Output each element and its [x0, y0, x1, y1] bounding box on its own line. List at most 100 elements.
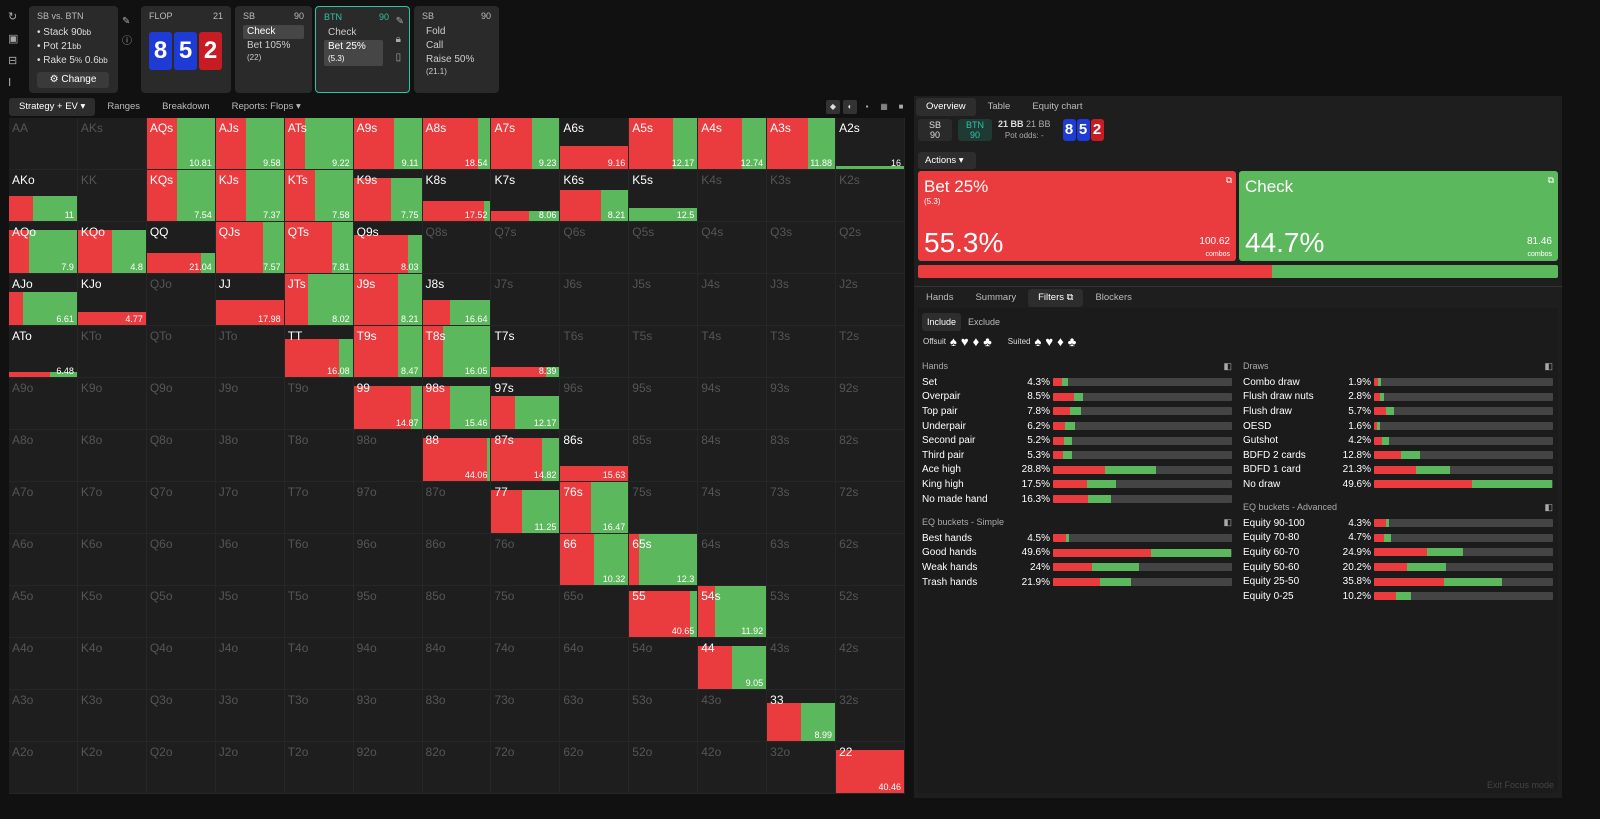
hand-cell[interactable]: QTs 7.81	[284, 222, 354, 274]
hand-cell[interactable]: QQ 21.04	[146, 222, 216, 274]
hand-cell[interactable]: T6s	[560, 326, 630, 378]
hand-cell[interactable]: A2s 16	[836, 118, 905, 170]
node-option-bet[interactable]: Bet 105% (22)	[247, 40, 291, 62]
hand-cell[interactable]: Q6s	[560, 222, 630, 274]
hand-cell[interactable]: T4o	[284, 638, 354, 690]
view-cube-icon[interactable]: ◆	[826, 100, 840, 114]
spade-icon[interactable]: ♠	[949, 334, 957, 349]
node-option-check[interactable]: Check	[328, 27, 357, 38]
tab-equity-chart[interactable]: Equity chart	[1032, 101, 1083, 112]
hand-cell[interactable]: 53o	[629, 690, 699, 742]
filter-row[interactable]: Flush draw nuts 2.8%	[1243, 390, 1553, 405]
hand-cell[interactable]: 92s	[836, 378, 905, 430]
hand-cell[interactable]: 94o	[353, 638, 423, 690]
tab-overview[interactable]: Overview	[916, 98, 976, 116]
hand-cell[interactable]: 44 9.05	[698, 638, 768, 690]
hand-cell[interactable]: AJs 9.58	[215, 118, 285, 170]
hand-cell[interactable]: 74s	[698, 482, 768, 534]
filter-row[interactable]: Set 4.3%	[922, 375, 1232, 390]
tab-ranges[interactable]: Ranges	[107, 101, 141, 112]
hand-cell[interactable]: J7s	[491, 274, 561, 326]
hand-cell[interactable]: K8o	[77, 430, 147, 482]
hand-cell[interactable]: T4s	[698, 326, 768, 378]
hand-cell[interactable]: 87s 14.82	[491, 430, 561, 482]
hand-cell[interactable]: J5s	[629, 274, 699, 326]
hand-cell[interactable]: 85s	[629, 430, 699, 482]
hand-cell[interactable]: A9s 9.11	[353, 118, 423, 170]
filter-row[interactable]: BDFD 2 cards 12.8%	[1243, 448, 1553, 463]
tab-filters[interactable]: Filters ⧉	[1028, 289, 1084, 307]
filter-row[interactable]: Ace high 28.8%	[922, 463, 1232, 478]
hand-cell[interactable]: T3o	[284, 690, 354, 742]
hand-cell[interactable]: KQs 7.54	[146, 170, 216, 222]
hand-cell[interactable]: QTo	[146, 326, 216, 378]
collapse-icon[interactable]: ◧	[1544, 502, 1553, 512]
hand-cell[interactable]: A8s 18.54	[422, 118, 492, 170]
hand-cell[interactable]: 72o	[491, 742, 561, 794]
suited-diamond-icon[interactable]: ♦	[1057, 334, 1064, 349]
info-icon[interactable]: ⓘ	[122, 36, 132, 47]
hand-cell[interactable]: AQo 7.9	[9, 222, 78, 274]
filter-row[interactable]: OESD 1.6%	[1243, 419, 1553, 434]
hand-cell[interactable]: AQs 10.81	[146, 118, 216, 170]
hand-cell[interactable]: A4o	[9, 638, 78, 690]
hand-cell[interactable]: T7o	[284, 482, 354, 534]
hand-cell[interactable]: 74o	[491, 638, 561, 690]
hand-cell[interactable]: K3o	[77, 690, 147, 742]
hand-cell[interactable]: K6s 8.21	[560, 170, 630, 222]
hand-cell[interactable]: A2o	[9, 742, 78, 794]
diamond-icon[interactable]: ♦	[972, 334, 980, 349]
filter-row[interactable]: Equity 0-25 10.2%	[1243, 589, 1553, 604]
hand-cell[interactable]: 99 14.87	[353, 378, 423, 430]
hand-cell[interactable]: 96s	[560, 378, 630, 430]
hand-cell[interactable]: 83o	[422, 690, 492, 742]
view-small-grid-icon[interactable]: ▪	[865, 102, 869, 111]
hand-cell[interactable]: J5o	[215, 586, 285, 638]
hand-cell[interactable]: 95o	[353, 586, 423, 638]
book-icon[interactable]: ▯	[395, 52, 402, 63]
hand-cell[interactable]: 62s	[836, 534, 905, 586]
sb-node-card[interactable]: SB 90 Check Bet 105% (22)	[235, 6, 312, 93]
hand-cell[interactable]: Q3o	[146, 690, 216, 742]
suited-club-icon[interactable]: ♣	[1067, 334, 1077, 349]
hand-cell[interactable]: 64o	[560, 638, 630, 690]
hand-cell[interactable]: K5o	[77, 586, 147, 638]
filter-row[interactable]: Equity 60-70 24.9%	[1243, 545, 1553, 560]
filter-row[interactable]: Underpair 6.2%	[922, 419, 1232, 434]
hand-cell[interactable]: J9o	[215, 378, 285, 430]
hand-cell[interactable]: 82s	[836, 430, 905, 482]
hand-cell[interactable]: A3o	[9, 690, 78, 742]
hand-cell[interactable]: 43s	[767, 638, 837, 690]
expand-icon[interactable]: ⧉	[1225, 175, 1232, 185]
hand-cell[interactable]: Q6o	[146, 534, 216, 586]
filter-row[interactable]: King high 17.5%	[922, 477, 1232, 492]
hand-cell[interactable]: 76o	[491, 534, 561, 586]
filter-row[interactable]: Best hands 4.5%	[922, 531, 1232, 546]
hand-cell[interactable]: K7o	[77, 482, 147, 534]
hand-cell[interactable]: K2o	[77, 742, 147, 794]
hand-cell[interactable]: 97s 12.17	[491, 378, 561, 430]
hand-cell[interactable]: 52o	[629, 742, 699, 794]
change-button[interactable]: ⚙ Change	[37, 72, 109, 88]
hand-cell[interactable]: 63s	[767, 534, 837, 586]
hand-cell[interactable]: 94s	[698, 378, 768, 430]
hand-cell[interactable]: 66 10.32	[560, 534, 630, 586]
hand-cell[interactable]: 88 44.06	[422, 430, 492, 482]
collapse-icon[interactable]: ◧	[1544, 361, 1553, 371]
hand-cell[interactable]: 32o	[767, 742, 837, 794]
hand-cell[interactable]: 83s	[767, 430, 837, 482]
hand-cell[interactable]: J2o	[215, 742, 285, 794]
expand-icon[interactable]: ⧉	[1547, 175, 1554, 185]
hand-cell[interactable]: 96o	[353, 534, 423, 586]
include-toggle[interactable]: Include	[922, 313, 962, 331]
exit-focus-mode[interactable]: Exit Focus mode	[1486, 780, 1554, 790]
view-square-icon[interactable]: ■	[898, 102, 904, 111]
hand-cell[interactable]: 53s	[767, 586, 837, 638]
filter-row[interactable]: Equity 70-80 4.7%	[1243, 531, 1553, 546]
hand-cell[interactable]: Q8o	[146, 430, 216, 482]
hand-cell[interactable]: KJs 7.37	[215, 170, 285, 222]
hand-cell[interactable]: A6s 9.16	[560, 118, 630, 170]
hand-cell[interactable]: T6o	[284, 534, 354, 586]
hand-cell[interactable]: AJo 6.61	[9, 274, 78, 326]
hand-cell[interactable]: Q5o	[146, 586, 216, 638]
